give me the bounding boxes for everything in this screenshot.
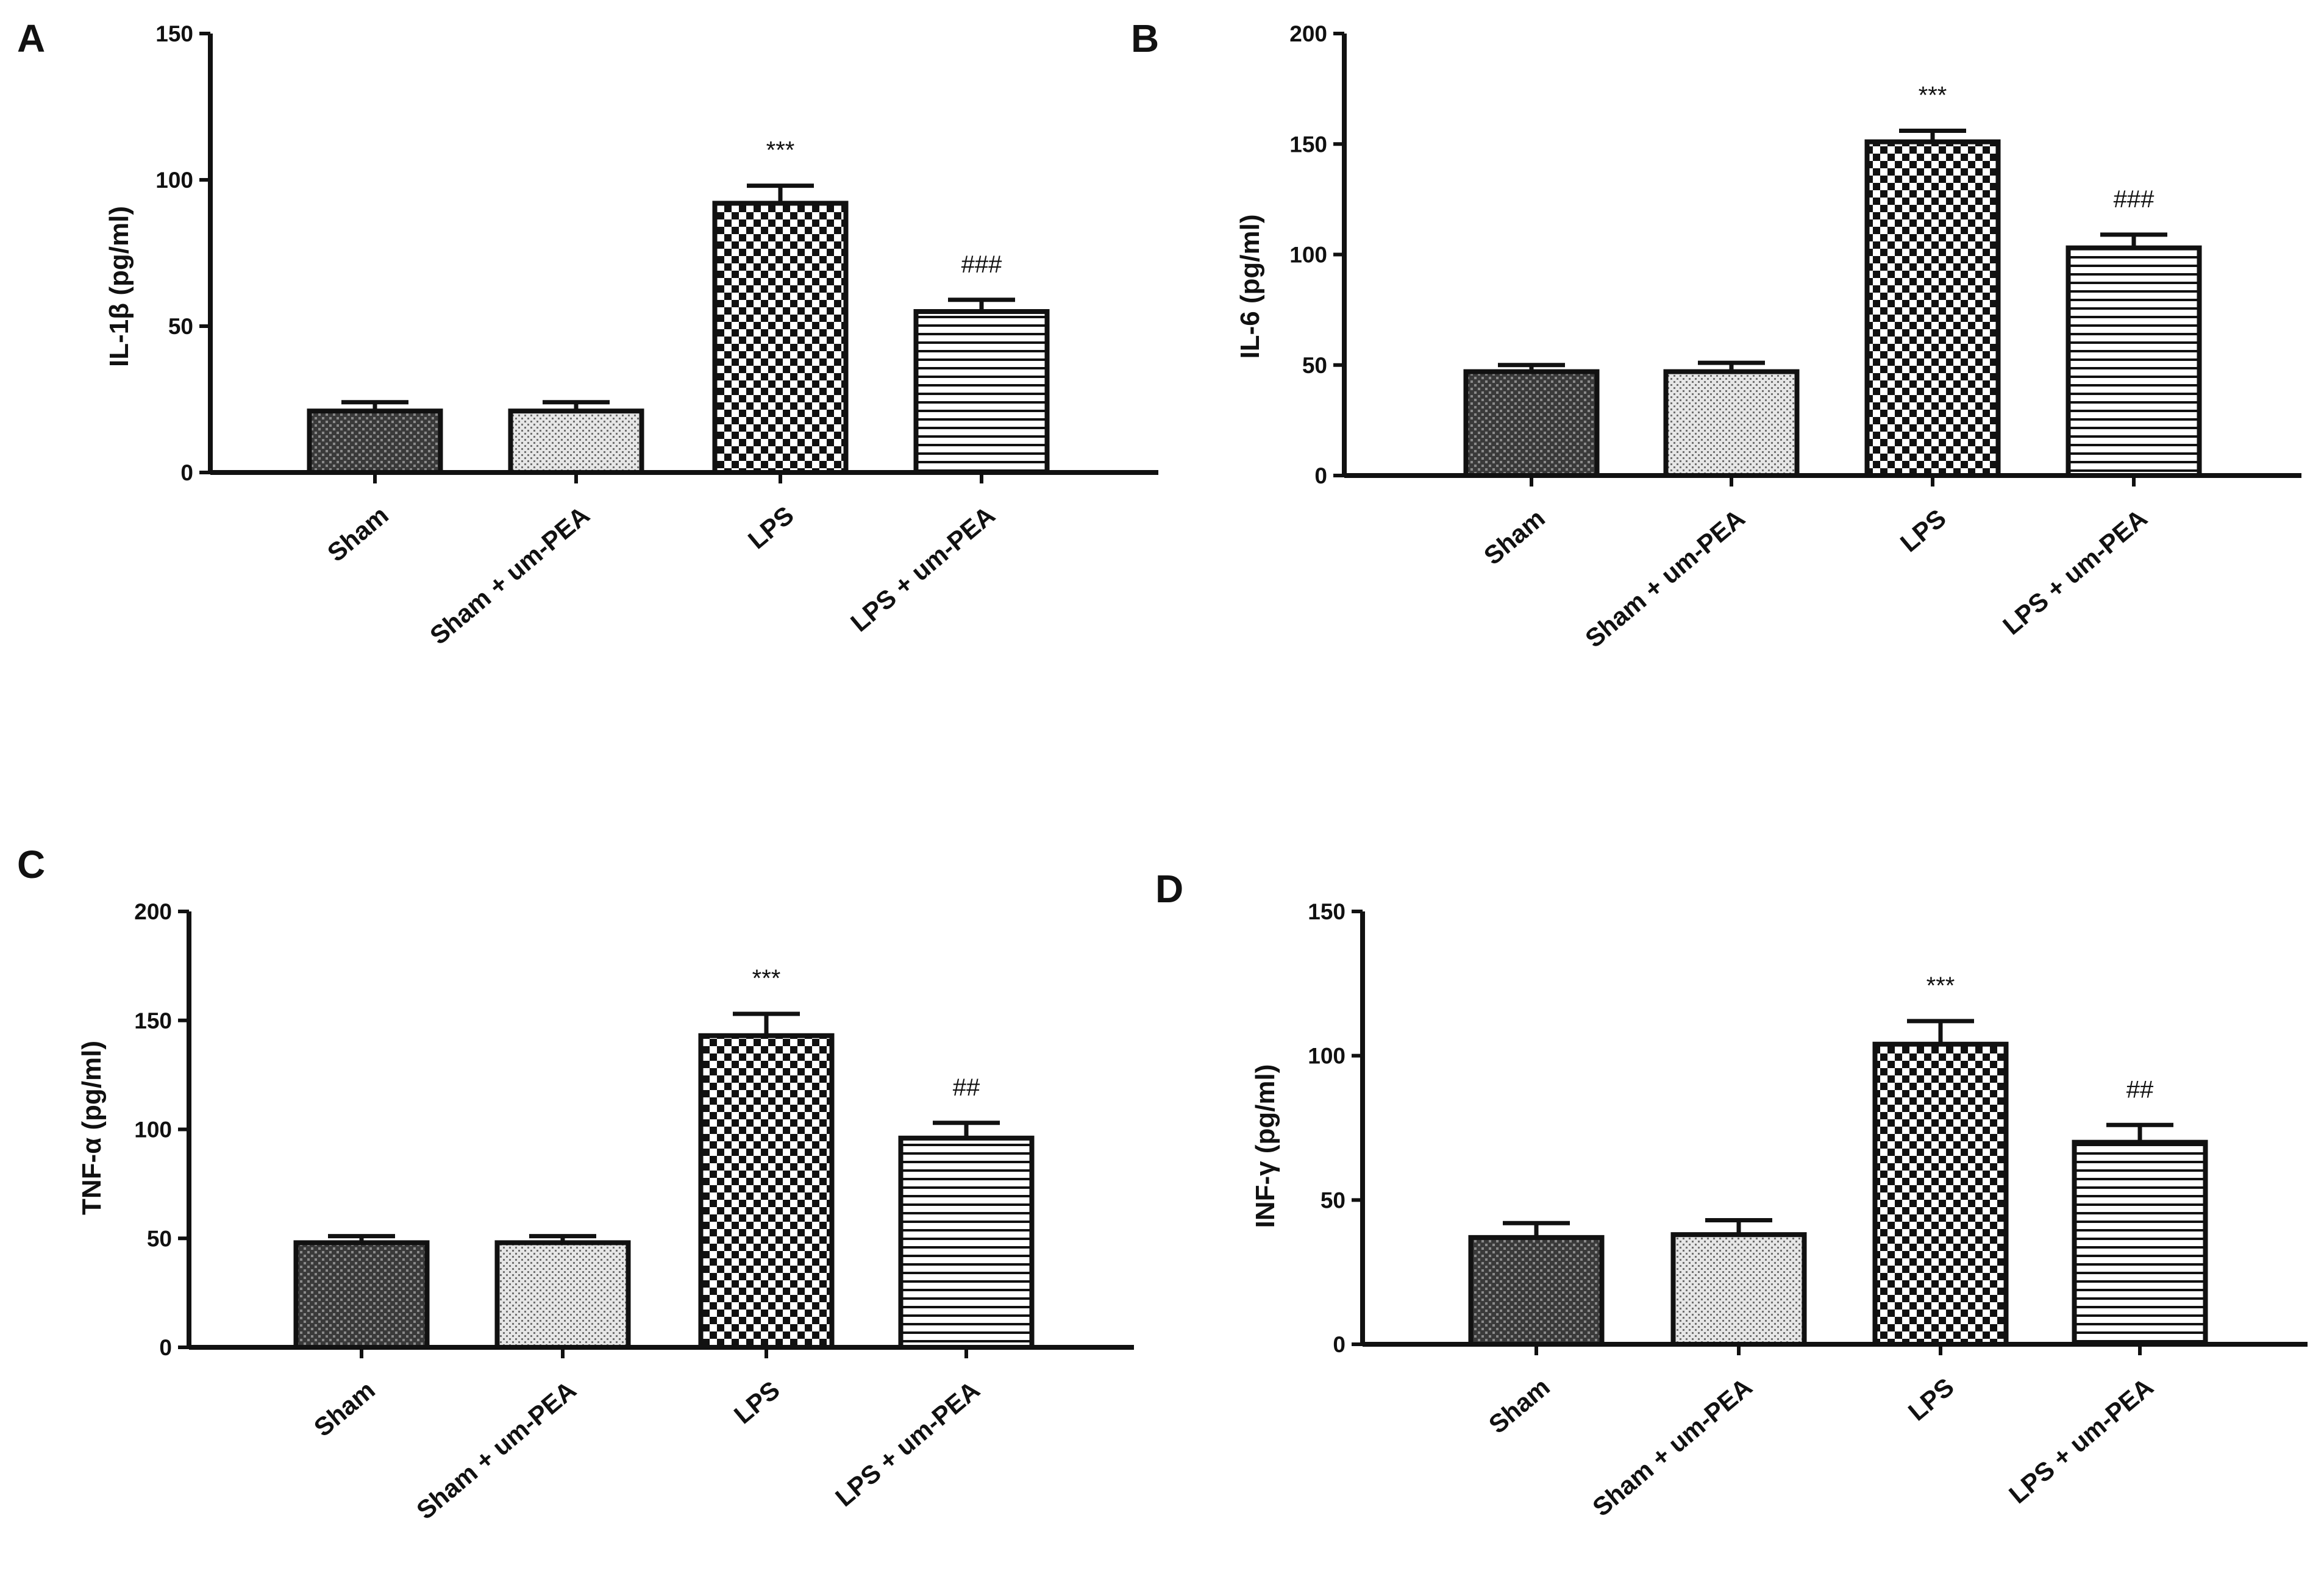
error-bar: [2100, 232, 2167, 248]
y-tick-label: 100: [1308, 1044, 1346, 1069]
error-bar: [341, 400, 408, 412]
error-bar: [1705, 1217, 1772, 1235]
bar-sham-um-pea: [508, 408, 644, 476]
category-label: LPS + um-PEA: [1997, 504, 2153, 640]
y-tick-label: 50: [168, 314, 193, 339]
error-bar: [1907, 1019, 1974, 1044]
error-bar: [328, 1234, 395, 1243]
bar-sham-um-pea: [1670, 1232, 1807, 1347]
panel-c-tnfa-chart: C TNF-α (pg/ml) 0 50 100 150 200 *** ## Sham S…: [17, 843, 1134, 1525]
panel-letter-a: A: [17, 16, 45, 60]
category-label: LPS: [729, 1375, 785, 1430]
error-bar: [933, 1121, 1000, 1138]
significance-label: ##: [953, 1074, 980, 1101]
category-label: LPS: [1903, 1372, 1959, 1427]
y-tick-label: 100: [134, 1117, 172, 1142]
error-bar: [1698, 360, 1765, 372]
y-axis-title: IL-1β (pg/ml): [104, 206, 134, 367]
y-axis-title: IL-6 (pg/ml): [1235, 214, 1265, 358]
y-tick-label: 200: [1289, 21, 1327, 46]
y-tick-label: 0: [1333, 1332, 1346, 1357]
y-axis-title: INF-γ (pg/ml): [1250, 1064, 1280, 1228]
bar-lps-um-pea: [913, 309, 1050, 475]
category-label: Sham: [322, 501, 394, 568]
bar-sham: [1463, 369, 1600, 478]
bar-sham-um-pea: [1663, 369, 1800, 478]
y-tick-label: 100: [1289, 243, 1327, 268]
bar-sham-um-pea: [494, 1240, 631, 1350]
category-label: Sham + um-PEA: [424, 501, 595, 650]
significance-label: ***: [766, 137, 795, 164]
bar-lps: [1872, 1041, 2009, 1347]
y-tick-label: 150: [134, 1008, 172, 1033]
error-bar: [2106, 1122, 2173, 1142]
category-label: LPS + um-PEA: [845, 501, 1000, 637]
category-label: LPS: [1895, 504, 1952, 558]
y-tick-label: 100: [155, 168, 193, 193]
error-bar: [1503, 1221, 1570, 1238]
error-bar: [543, 400, 610, 412]
bar-lps: [698, 1033, 835, 1350]
bar-lps-um-pea: [898, 1135, 1035, 1350]
category-label: Sham: [1478, 504, 1550, 571]
panel-b-il6-chart: B IL-6 (pg/ml) 0 50 100 150 200 *** ### Sham S…: [1131, 16, 2301, 653]
y-tick-label: 50: [147, 1226, 172, 1251]
error-bar: [733, 1011, 800, 1036]
bar-lps: [712, 201, 849, 475]
category-label: Sham + um-PEA: [411, 1375, 582, 1525]
y-tick-label: 50: [1302, 353, 1327, 378]
category-label: Sham + um-PEA: [1587, 1372, 1758, 1522]
y-tick-label: 150: [155, 21, 193, 46]
category-label: LPS + um-PEA: [2003, 1372, 2159, 1509]
category-label: LPS + um-PEA: [830, 1375, 985, 1512]
bar-lps-um-pea: [2072, 1139, 2208, 1347]
bar-lps-um-pea: [2066, 245, 2202, 478]
y-tick-label: 0: [1314, 463, 1327, 488]
error-bar: [1498, 363, 1565, 372]
panel-letter-b: B: [1131, 16, 1159, 60]
y-tick-label: 0: [180, 460, 193, 485]
category-label: Sham: [1483, 1372, 1555, 1439]
significance-label: ***: [1919, 82, 1947, 109]
significance-label: ##: [2126, 1076, 2154, 1103]
y-tick-label: 50: [1321, 1188, 1346, 1213]
panel-d-infg-chart: D INF-γ (pg/ml) 0 50 100 150 *** ## Sham Sham…: [1155, 867, 2308, 1522]
significance-label: ***: [1927, 972, 1955, 999]
y-axis-title: TNF-α (pg/ml): [77, 1041, 107, 1215]
y-tick-label: 0: [159, 1335, 172, 1360]
y-tick-label: 150: [1308, 899, 1346, 924]
error-bar: [529, 1234, 596, 1243]
bar-sham: [307, 408, 443, 476]
error-bar: [948, 298, 1015, 312]
category-label: Sham + um-PEA: [1580, 504, 1750, 653]
category-label: Sham: [308, 1375, 380, 1442]
error-bar: [747, 184, 814, 204]
significance-label: ###: [2114, 186, 2155, 213]
panel-letter-d: D: [1155, 867, 1183, 911]
panel-letter-c: C: [17, 843, 45, 886]
y-tick-label: 150: [1289, 132, 1327, 157]
bar-sham: [1468, 1235, 1605, 1347]
bar-sham: [293, 1240, 430, 1350]
panel-a-il1b-chart: A IL-1β (pg/ml) 0 50 100 150 *** ### Sham Sha…: [17, 16, 1158, 650]
category-label: LPS: [743, 501, 799, 555]
significance-label: ###: [961, 251, 1002, 278]
y-tick-label: 200: [134, 899, 172, 924]
bar-lps: [1864, 139, 2001, 478]
significance-label: ***: [752, 965, 781, 992]
error-bar: [1899, 129, 1966, 142]
